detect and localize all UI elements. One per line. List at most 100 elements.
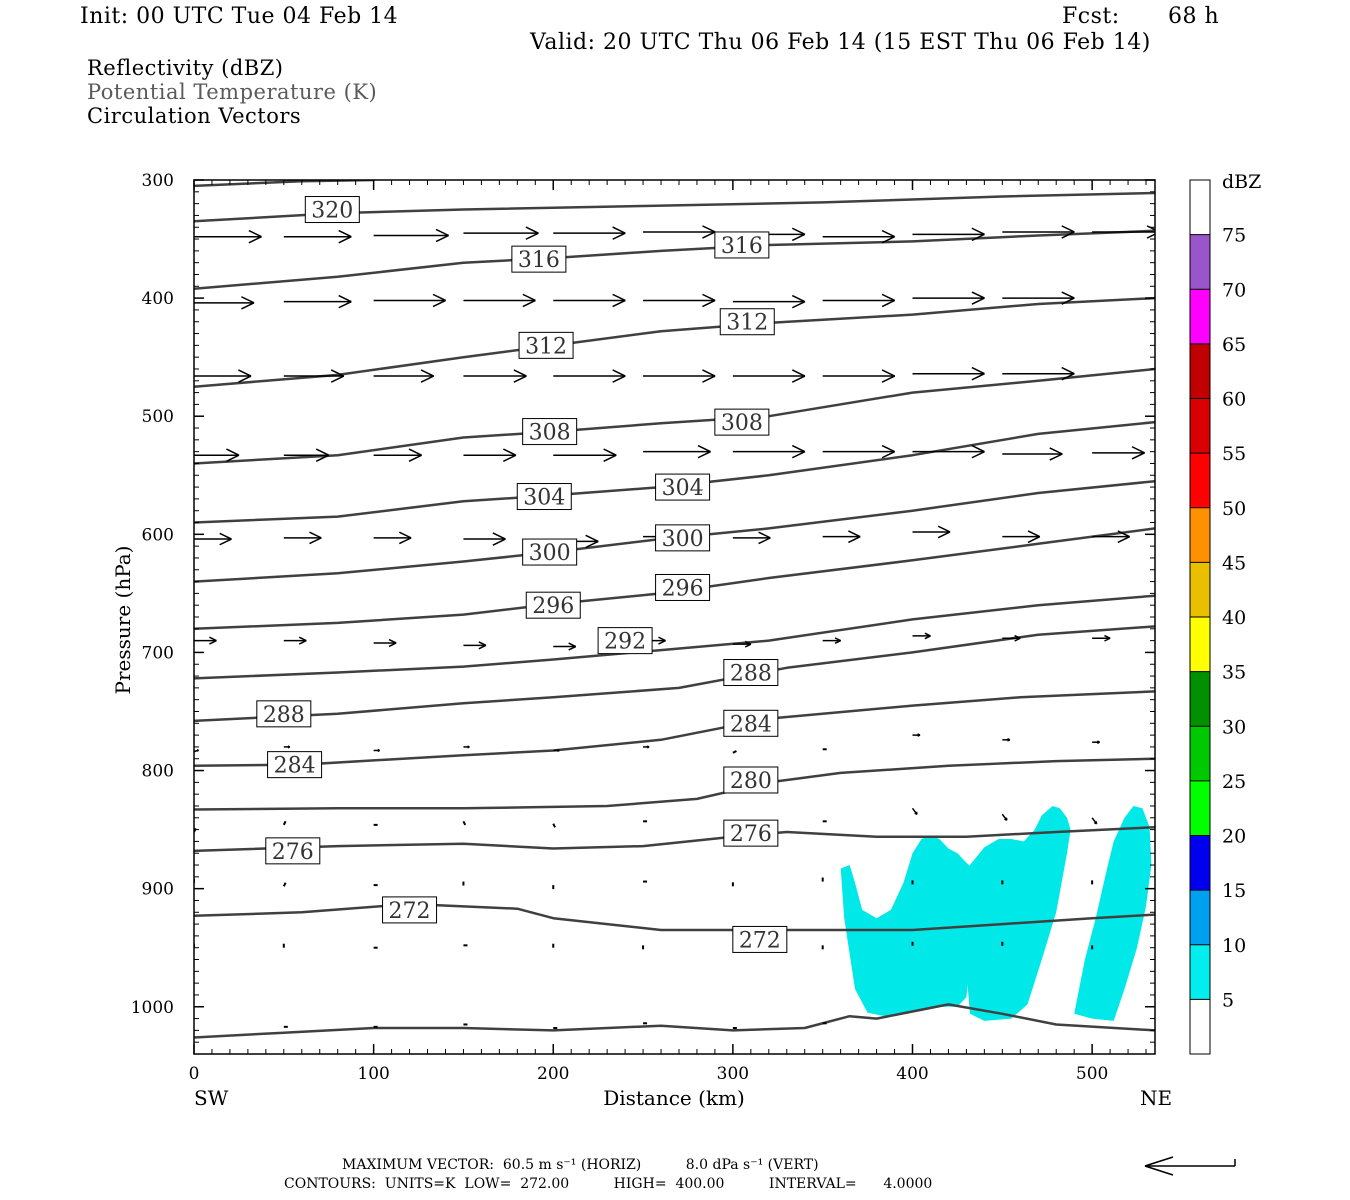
- contour-label-300: 300: [655, 524, 711, 552]
- circulation-vector-3: [373, 228, 449, 243]
- svg-text:304: 304: [662, 476, 704, 501]
- circulation-vector-40: [912, 444, 985, 459]
- reference-vector: [1144, 1156, 1236, 1176]
- circulation-vector-60: [732, 640, 752, 648]
- contour-label-288: 288: [256, 700, 312, 728]
- theta-contour-304: [194, 420, 1155, 524]
- circulation-vector-25: [463, 369, 527, 383]
- svg-text:280: 280: [730, 769, 772, 794]
- colorbar-title: dBZ: [1222, 171, 1261, 193]
- circulation-vector-49: [732, 531, 771, 545]
- contour-label-272: 272: [382, 896, 438, 924]
- colorbar-level-label: 75: [1222, 225, 1246, 247]
- circulation-vector-38: [732, 444, 806, 459]
- colorbar-level-label: 45: [1222, 552, 1246, 574]
- contour-label-316: 316: [511, 245, 567, 273]
- contour-label-308: 308: [522, 418, 578, 446]
- valid-time: Valid: 20 UTC Thu 06 Feb 14 (15 EST Thu …: [530, 30, 1151, 55]
- circulation-vector-11: [1092, 225, 1155, 239]
- reflectivity-area-3: [1074, 806, 1152, 1021]
- circulation-vector-14: [373, 293, 446, 308]
- svg-text:316: 316: [518, 248, 560, 273]
- circulation-vector-26: [553, 369, 626, 383]
- contour-label-312: 312: [518, 331, 574, 359]
- contour-label-284: 284: [267, 751, 323, 779]
- circulation-vector-58: [553, 642, 577, 651]
- colorbar-swatch: [1190, 999, 1210, 1054]
- theta-contour-316: [194, 229, 1155, 290]
- circulation-vector-73: [912, 733, 921, 737]
- y-tick-label: 500: [142, 407, 174, 427]
- forecast-hours: 68 h: [1168, 4, 1220, 29]
- circulation-vector-57: [463, 641, 487, 650]
- y-tick-label: 800: [142, 762, 174, 782]
- svg-text:284: 284: [274, 754, 316, 779]
- theta-contour-308: [194, 367, 1155, 465]
- init-time: Init: 00 UTC Tue 04 Feb 14: [80, 4, 399, 29]
- circulation-vector-51: [912, 525, 951, 539]
- circulation-vector-88: [282, 882, 287, 887]
- circulation-vector-21: [1002, 291, 1075, 305]
- svg-text:300: 300: [662, 527, 704, 552]
- circulation-vector-37: [643, 444, 711, 459]
- svg-text:300: 300: [529, 541, 571, 566]
- reflectivity-area-2: [962, 806, 1071, 1021]
- contour-info-note: CONTOURS: UNITS=K LOW= 272.00 HIGH= 400.…: [284, 1176, 933, 1192]
- circulation-vector-2: [283, 229, 352, 244]
- circulation-vector-75: [1092, 740, 1100, 745]
- circulation-vector-79: [462, 820, 467, 826]
- circulation-vector-22: [194, 369, 252, 383]
- circulation-vector-64: [1092, 634, 1111, 642]
- y-axis-label: Pressure (hPa): [111, 546, 135, 695]
- colorbar-swatch: [1190, 780, 1210, 836]
- circulation-vector-28: [732, 369, 806, 383]
- circulation-vector-16: [553, 293, 626, 308]
- theta-contour-288: [194, 625, 1155, 723]
- circulation-vector-43: [194, 532, 232, 546]
- x-tick-label: 300: [717, 1064, 749, 1084]
- x-left-direction: SW: [194, 1086, 229, 1110]
- circulation-vector-52: [1002, 530, 1041, 544]
- contour-label-304: 304: [655, 473, 711, 501]
- y-tick-label: 300: [142, 171, 174, 191]
- colorbar-level-label: 70: [1222, 279, 1246, 301]
- theta-contour-284: [194, 690, 1155, 768]
- circulation-vector-50: [822, 530, 861, 544]
- circulation-vector-42: [1092, 446, 1145, 460]
- contour-label-300: 300: [522, 538, 578, 566]
- circulation-vector-1: [194, 229, 262, 244]
- colorbar-swatch: [1190, 398, 1210, 454]
- x-tick-label: 500: [1076, 1064, 1108, 1084]
- colorbar-swatch: [1190, 562, 1210, 617]
- contour-label-280: 280: [723, 766, 779, 794]
- svg-text:272: 272: [389, 899, 431, 924]
- svg-text:312: 312: [525, 334, 567, 359]
- y-tick-label: 600: [142, 525, 174, 545]
- svg-text:312: 312: [726, 311, 768, 336]
- contour-label-276: 276: [723, 819, 779, 847]
- svg-text:292: 292: [604, 630, 646, 655]
- svg-text:316: 316: [721, 234, 763, 259]
- x-axis-label: Distance (km): [603, 1086, 745, 1110]
- contour-label-308: 308: [714, 408, 770, 436]
- circulation-vector-34: [373, 448, 422, 462]
- x-tick-label: 100: [357, 1064, 389, 1084]
- svg-text:284: 284: [730, 712, 772, 737]
- circulation-vector-30: [912, 366, 985, 381]
- circulation-vector-20: [912, 291, 985, 305]
- circulation-vector-77: [282, 820, 287, 826]
- reflectivity-area-1: [840, 835, 981, 1017]
- contour-label-304: 304: [516, 483, 572, 511]
- legend-potential-temperature: Potential Temperature (K): [87, 80, 378, 104]
- theta-contour-line-14: [194, 1003, 1155, 1039]
- circulation-vector-15: [463, 293, 536, 308]
- colorbar-level-label: 20: [1222, 826, 1246, 848]
- y-tick-label: 900: [142, 880, 174, 900]
- circulation-vector-23: [283, 369, 345, 383]
- circulation-vector-63: [1002, 634, 1021, 642]
- circulation-vector-9: [912, 227, 985, 242]
- colorbar-level-label: 5: [1222, 989, 1234, 1011]
- x-tick-label: 200: [537, 1064, 569, 1084]
- circulation-vector-70: [643, 745, 650, 749]
